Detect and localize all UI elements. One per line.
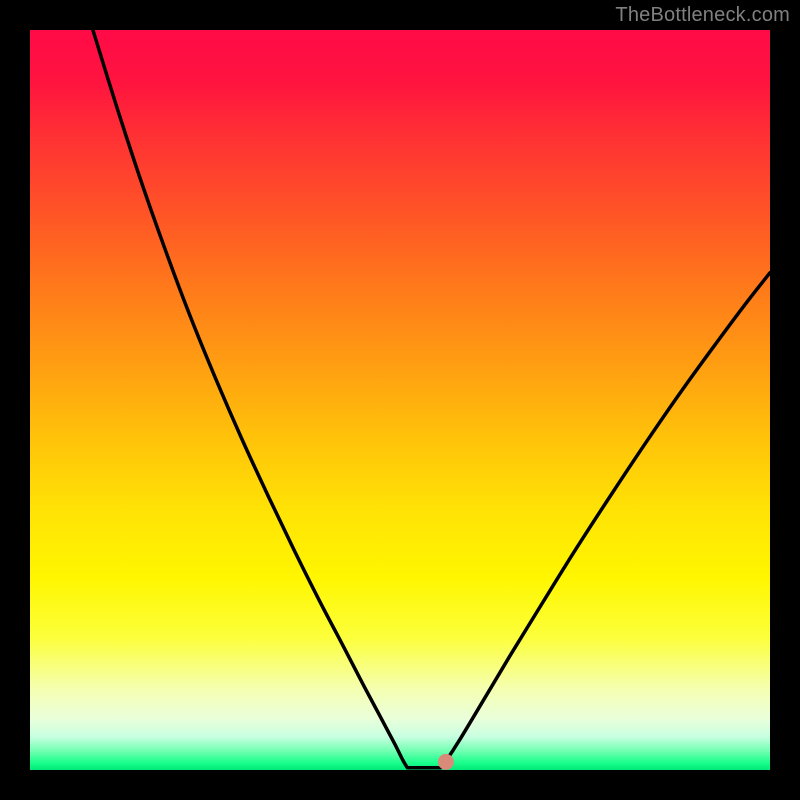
- watermark-text: TheBottleneck.com: [615, 4, 790, 27]
- plot-gradient-background: [30, 30, 770, 770]
- optimal-point-marker: [438, 754, 454, 770]
- chart-container: TheBottleneck.com: [0, 0, 800, 800]
- chart-svg: [0, 0, 800, 800]
